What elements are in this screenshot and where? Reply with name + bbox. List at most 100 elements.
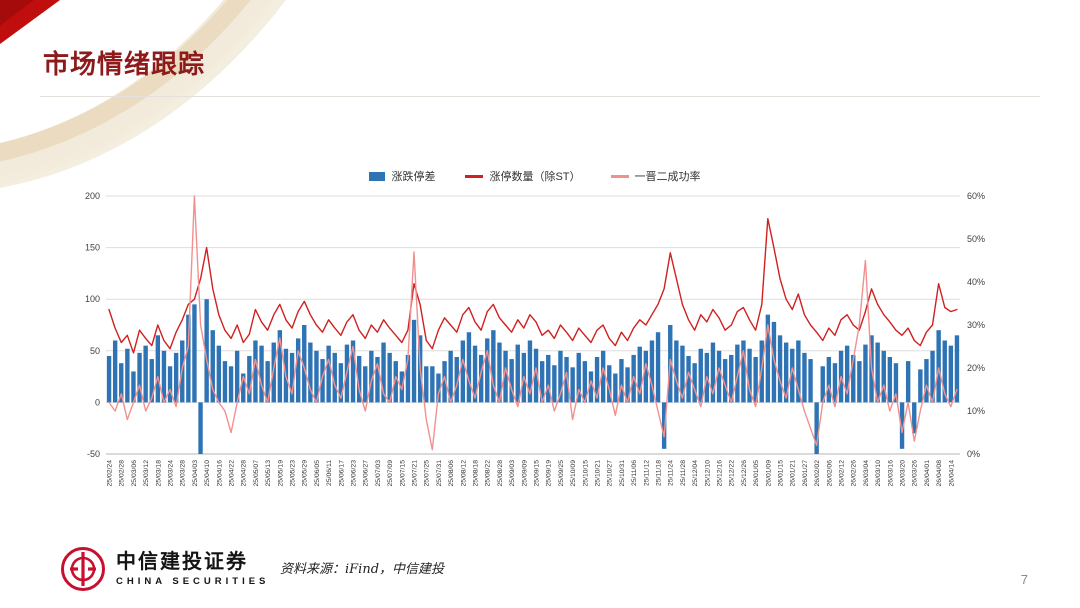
svg-text:25/07/31: 25/07/31 [436, 460, 443, 487]
svg-text:25/06/17: 25/06/17 [338, 460, 345, 487]
page-number: 7 [1020, 572, 1028, 587]
svg-text:25/03/28: 25/03/28 [180, 460, 187, 487]
svg-text:25/02/24: 25/02/24 [106, 460, 113, 487]
svg-text:25/09/25: 25/09/25 [558, 460, 565, 487]
logo-name-cn: 中信建投证券 [116, 551, 248, 573]
svg-text:25/10/31: 25/10/31 [619, 460, 626, 487]
svg-text:25/08/12: 25/08/12 [460, 460, 467, 487]
legend-swatch-redline-icon [465, 174, 484, 178]
svg-text:25/11/28: 25/11/28 [680, 460, 687, 486]
svg-text:25/05/29: 25/05/29 [302, 460, 309, 487]
svg-text:25/06/05: 25/06/05 [314, 460, 321, 487]
svg-text:25/03/12: 25/03/12 [143, 460, 150, 487]
logo-name-en: CHINA SECURITIES [116, 576, 270, 587]
csc-logo-emblem-icon [61, 547, 105, 591]
svg-text:25/07/15: 25/07/15 [399, 460, 406, 487]
svg-text:25/04/28: 25/04/28 [241, 460, 248, 487]
svg-text:26/02/12: 26/02/12 [838, 460, 845, 487]
svg-text:26/03/16: 26/03/16 [887, 460, 894, 487]
title-divider [40, 96, 1040, 97]
svg-text:-50: -50 [87, 449, 100, 459]
svg-text:40%: 40% [967, 277, 985, 287]
svg-text:25/12/10: 25/12/10 [704, 460, 711, 487]
svg-text:25/08/18: 25/08/18 [472, 460, 479, 487]
svg-text:25/11/18: 25/11/18 [655, 460, 662, 486]
svg-text:25/10/27: 25/10/27 [607, 460, 614, 487]
svg-text:25/03/18: 25/03/18 [155, 460, 162, 487]
svg-text:25/08/06: 25/08/06 [448, 460, 455, 487]
svg-text:25/09/19: 25/09/19 [546, 460, 553, 487]
svg-text:25/11/06: 25/11/06 [631, 460, 638, 486]
svg-text:26/02/06: 26/02/06 [826, 460, 833, 487]
svg-text:25/11/12: 25/11/12 [643, 460, 650, 486]
svg-text:26/03/10: 26/03/10 [875, 460, 882, 487]
legend-item-bar: 涨跌停差 [369, 168, 435, 184]
svg-text:25/04/10: 25/04/10 [204, 460, 211, 487]
svg-text:26/01/05: 26/01/05 [753, 460, 760, 487]
svg-text:25/05/19: 25/05/19 [277, 460, 284, 487]
legend-label-redline: 涨停数量（除ST） [489, 171, 581, 183]
svg-text:200: 200 [85, 191, 100, 201]
svg-text:25/02/28: 25/02/28 [119, 460, 126, 487]
svg-text:26/03/20: 26/03/20 [899, 460, 906, 487]
svg-text:25/07/25: 25/07/25 [424, 460, 431, 487]
svg-text:26/01/27: 26/01/27 [802, 460, 809, 487]
svg-text:25/03/06: 25/03/06 [131, 460, 138, 487]
svg-text:10%: 10% [967, 406, 985, 416]
chart-legend: 涨跌停差 涨停数量（除ST） 一晋二成功率 [70, 166, 1000, 186]
svg-text:25/03/24: 25/03/24 [167, 460, 174, 487]
sentiment-chart: 200 150 100 50 0 -50 60% 50% 40% 30% 20% 10% 0% 25/02… [85, 191, 985, 487]
svg-text:30%: 30% [967, 320, 985, 330]
svg-text:25/08/22: 25/08/22 [485, 460, 492, 487]
svg-text:25/05/23: 25/05/23 [289, 460, 296, 487]
legend-item-pinkline: 一晋二成功率 [610, 168, 701, 184]
svg-text:100: 100 [85, 294, 100, 304]
svg-text:26/02/02: 26/02/02 [814, 460, 821, 487]
svg-text:26/02/26: 26/02/26 [851, 460, 858, 487]
svg-text:0%: 0% [967, 449, 980, 459]
svg-text:50: 50 [90, 346, 100, 356]
svg-text:25/10/15: 25/10/15 [582, 460, 589, 487]
svg-text:50%: 50% [967, 234, 985, 244]
svg-text:25/09/03: 25/09/03 [509, 460, 516, 487]
company-logo: 中信建投证券 CHINA SECURITIES [60, 546, 269, 592]
svg-text:25/12/16: 25/12/16 [716, 460, 723, 487]
legend-item-redline: 涨停数量（除ST） [465, 168, 581, 184]
svg-text:26/04/08: 26/04/08 [936, 460, 943, 487]
svg-text:26/01/15: 26/01/15 [777, 460, 784, 487]
svg-text:25/10/21: 25/10/21 [594, 460, 601, 487]
svg-text:25/06/23: 25/06/23 [350, 460, 357, 487]
svg-text:25/09/09: 25/09/09 [521, 460, 528, 487]
svg-text:26/03/26: 26/03/26 [912, 460, 919, 487]
corner-ribbon-shadow [0, 0, 34, 26]
svg-text:25/04/22: 25/04/22 [228, 460, 235, 487]
svg-text:25/06/11: 25/06/11 [326, 460, 333, 486]
svg-text:25/04/16: 25/04/16 [216, 460, 223, 487]
svg-text:25/10/09: 25/10/09 [570, 460, 577, 487]
svg-text:26/01/21: 26/01/21 [790, 460, 797, 487]
source-note: 资料来源：iFind，中信建投 [280, 562, 445, 577]
legend-label-pinkline: 一晋二成功率 [634, 171, 701, 183]
svg-text:25/09/15: 25/09/15 [533, 460, 540, 487]
svg-text:25/12/04: 25/12/04 [692, 460, 699, 487]
chart-area: 涨跌停差 涨停数量（除ST） 一晋二成功率 200 150 100 50 0 -50 60%… [70, 166, 1000, 502]
svg-text:26/01/09: 26/01/09 [765, 460, 772, 487]
svg-text:25/12/26: 25/12/26 [741, 460, 748, 487]
logo-text: 中信建投证券 CHINA SECURITIES [116, 551, 269, 587]
svg-text:25/05/13: 25/05/13 [265, 460, 272, 487]
svg-text:26/04/01: 26/04/01 [924, 460, 931, 487]
svg-text:25/11/24: 25/11/24 [668, 460, 675, 486]
svg-text:25/04/03: 25/04/03 [192, 460, 199, 487]
svg-text:26/03/04: 26/03/04 [863, 460, 870, 487]
svg-text:25/07/09: 25/07/09 [387, 460, 394, 487]
svg-text:0: 0 [95, 397, 100, 407]
svg-text:26/04/14: 26/04/14 [948, 460, 955, 487]
legend-label-bar: 涨跌停差 [391, 171, 436, 183]
svg-text:25/12/22: 25/12/22 [729, 460, 736, 487]
svg-text:150: 150 [85, 243, 100, 253]
svg-text:20%: 20% [967, 363, 985, 373]
svg-text:25/05/07: 25/05/07 [253, 460, 260, 487]
legend-swatch-pinkline-icon [610, 174, 629, 178]
page-title: 市场情绪跟踪 [43, 49, 206, 79]
